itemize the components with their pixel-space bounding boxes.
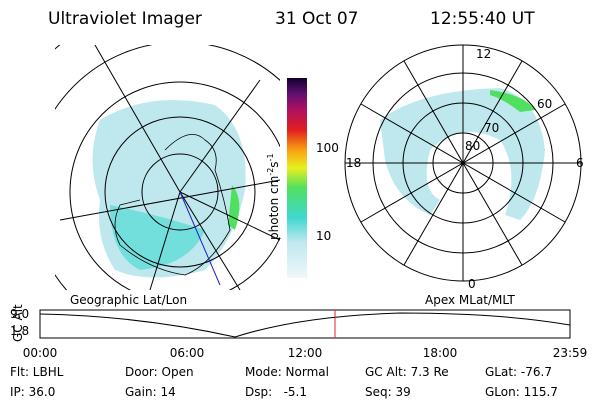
right-panel-label: Apex MLat/MLT: [425, 293, 515, 307]
mlt-label: 12: [476, 47, 491, 61]
exp: -2: [266, 168, 275, 176]
lat-label: 60: [537, 97, 552, 111]
timeline-y-label: 1.8: [10, 324, 29, 338]
mlt-label: 0: [468, 277, 476, 291]
footer-field: GLat: -76.7: [485, 365, 552, 379]
timeline-x-label: 06:00: [170, 346, 205, 360]
footer-field: Door: Open: [125, 365, 194, 379]
geographic-map: [55, 45, 280, 290]
footer: Flt: LBHL Door: Open Mode: Normal GC Alt: 7…: [10, 365, 558, 399]
polar-grid: [344, 44, 582, 282]
instrument: Ultraviolet Imager: [48, 9, 202, 29]
mlt-label: 6: [576, 156, 584, 170]
footer-field: Mode: Normal: [245, 365, 329, 379]
colorbar-label: photon cm-2s-1: [266, 153, 281, 240]
timeline-frame: [39, 309, 571, 339]
footer-field: GLon: 115.7: [485, 385, 558, 399]
unit: photon cm: [267, 176, 281, 240]
colorbar: [287, 78, 307, 278]
date: 31 Oct 07: [275, 9, 358, 29]
altitude-curve: [39, 312, 571, 338]
timeline-axis-label: GC Alt: [11, 304, 25, 342]
time: 12:55:40 UT: [430, 9, 535, 29]
timeline-y-label: 9.0: [10, 307, 29, 321]
timeline-x-label: 18:00: [423, 346, 458, 360]
footer-field: Seq: 39: [365, 385, 411, 399]
colorbar-tick: 10: [316, 229, 331, 243]
footer-field: Dsp: -5.1: [245, 385, 307, 399]
lat-label: 80: [465, 139, 480, 153]
footer-field: Gain: 14: [125, 385, 176, 399]
timeline-x-label: 00:00: [23, 346, 58, 360]
unit: s: [267, 161, 281, 167]
exp: -1: [266, 153, 275, 161]
colorbar-tick: 100: [316, 141, 339, 155]
left-panel-label: Geographic Lat/Lon: [70, 293, 187, 307]
timeline-x-label: 23:59: [553, 346, 588, 360]
lat-label: 70: [484, 121, 499, 135]
footer-field: Flt: LBHL: [10, 365, 64, 379]
timeline-x-label: 12:00: [288, 346, 323, 360]
footer-field: IP: 36.0: [10, 385, 55, 399]
mlt-label: 18: [346, 156, 361, 170]
footer-field: GC Alt: 7.3 Re: [365, 365, 449, 379]
